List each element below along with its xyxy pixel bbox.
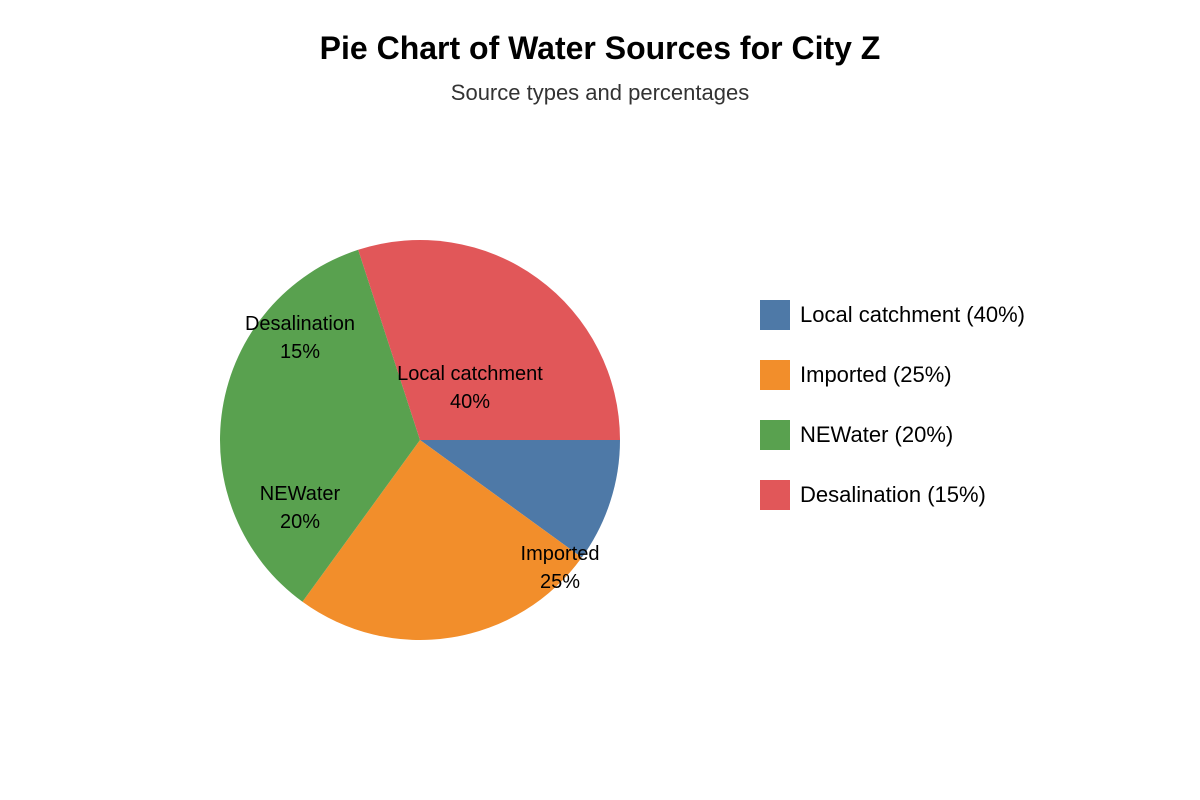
chart-title: Pie Chart of Water Sources for City Z [319, 30, 881, 66]
legend-item-local-catchment: Local catchment (40%) [760, 300, 1025, 330]
legend-swatch [760, 420, 790, 450]
pie-label-newater-value: 20% [280, 511, 320, 533]
legend-item-desalination: Desalination (15%) [760, 480, 1025, 510]
legend-label: Desalination (15%) [800, 482, 986, 507]
pie-slice-local-catchment [358, 240, 620, 440]
legend-swatch [760, 300, 790, 330]
pie-slice-imported [302, 440, 582, 640]
pie-label-desalination-value: 15% [280, 341, 320, 363]
chart-legend: Local catchment (40%) Imported (25%) NEW… [760, 300, 1025, 540]
chart-subtitle: Source types and percentages [450, 80, 750, 105]
legend-label: Imported (25%) [800, 362, 952, 387]
pie-slice-newater [220, 249, 420, 602]
legend-item-newater: NEWater (20%) [760, 420, 1025, 450]
pie-label-local-catchment: Local catchment [397, 363, 543, 385]
legend-label: Local catchment (40%) [800, 302, 1025, 327]
pie-label-desalination: Desalination [245, 313, 355, 335]
legend-label: NEWater (20%) [800, 422, 954, 447]
pie-label-imported-value: 25% [540, 571, 580, 593]
pie-slices [220, 240, 620, 640]
legend-swatch [760, 480, 790, 510]
pie-slice-blue [420, 440, 620, 558]
pie-label-imported: Imported [521, 543, 600, 565]
pie-label-local-catchment-value: 40% [450, 391, 490, 413]
pie-data-labels: Local catchment 40% Imported 25% NEWater 20% D… [245, 313, 600, 593]
pie-label-newater: NEWater [260, 483, 341, 505]
legend-swatch [760, 360, 790, 390]
legend-item-imported: Imported (25%) [760, 360, 1025, 390]
